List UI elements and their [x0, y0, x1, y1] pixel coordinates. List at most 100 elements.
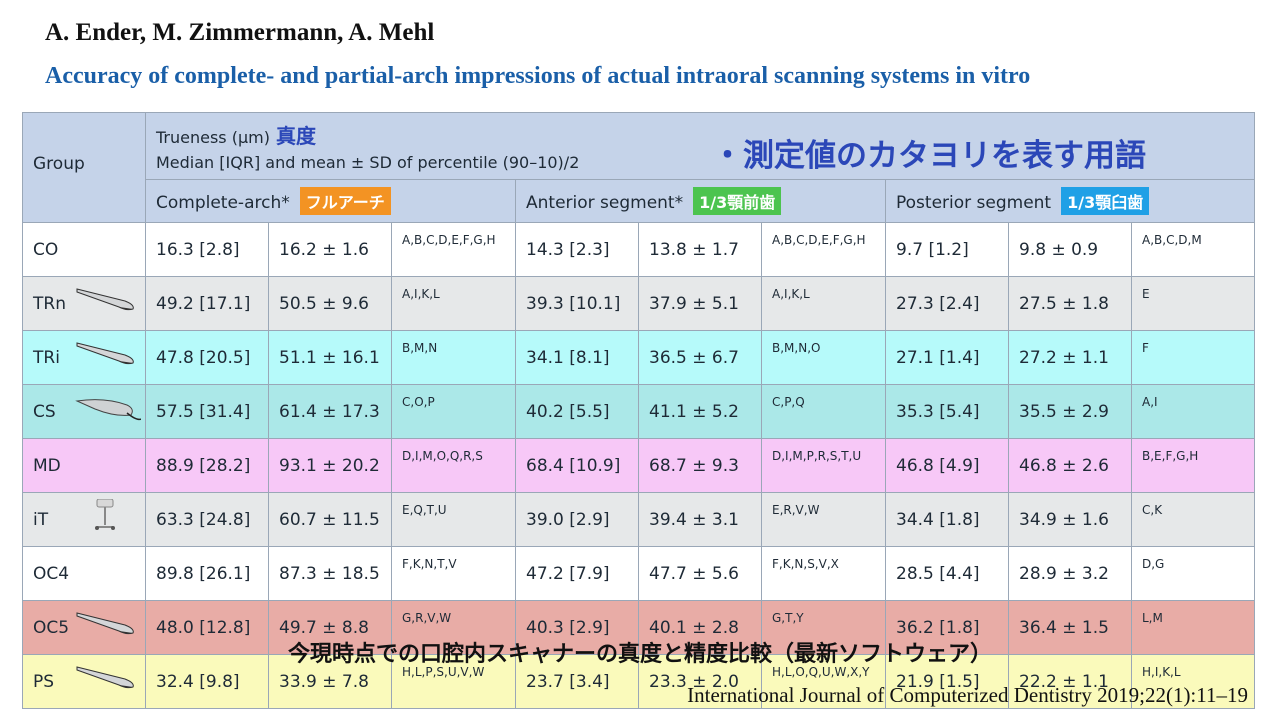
- header-row-1: Group Trueness (µm) 真度 Median [IQR] and m…: [22, 112, 1256, 223]
- complete-arch-tag: フルアーチ: [299, 187, 391, 215]
- c-let-cell: B,M,N: [391, 330, 516, 385]
- group-cell: OC4: [22, 546, 146, 601]
- c-med-cell: 63.3 [24.8]: [145, 492, 269, 547]
- a-med-cell: 40.3 [2.9]: [515, 600, 639, 655]
- table-row: OC5 48.0 [12.8] 49.7 ± 8.8 G,R,V,W 40.3 [2.9…: [22, 600, 1256, 655]
- p-mean-cell: 46.8 ± 2.6: [1008, 438, 1132, 493]
- c-let-cell: A,I,K,L: [391, 276, 516, 331]
- a-med-cell: 39.3 [10.1]: [515, 276, 639, 331]
- paper-title: Accuracy of complete- and partial-arch i…: [45, 63, 1031, 89]
- p-let-cell: D,G: [1130, 546, 1256, 601]
- p-mean-cell: 9.8 ± 0.9: [1008, 222, 1132, 277]
- a-let-cell: B,M,N,O: [761, 330, 886, 385]
- group-label: OC5: [33, 617, 70, 638]
- c-mean-cell: 49.7 ± 8.8: [268, 600, 392, 655]
- c-let-cell: C,O,P: [391, 384, 516, 439]
- authors: A. Ender, M. Zimmermann, A. Mehl: [45, 19, 435, 46]
- p-med-cell: 35.3 [5.4]: [885, 384, 1009, 439]
- a-med-cell: 68.4 [10.9]: [515, 438, 639, 493]
- c-med-cell: 16.3 [2.8]: [145, 222, 269, 277]
- group-label: OC4: [33, 563, 70, 584]
- table-row: MD 88.9 [28.2] 93.1 ± 20.2 D,I,M,O,Q,R,S 68.…: [22, 438, 1256, 493]
- trueness-table: Group Trueness (µm) 真度 Median [IQR] and m…: [22, 112, 1256, 709]
- p-med-cell: 9.7 [1.2]: [885, 222, 1009, 277]
- p-mean-cell: 27.2 ± 1.1: [1008, 330, 1132, 385]
- p-med-cell: 34.4 [1.8]: [885, 492, 1009, 547]
- p-let-cell: B,E,F,G,H: [1130, 438, 1256, 493]
- c-mean-cell: 50.5 ± 9.6: [268, 276, 392, 331]
- a-mean-cell: 39.4 ± 3.1: [638, 492, 762, 547]
- group-label: MD: [33, 455, 61, 476]
- p-let-cell: C,K: [1130, 492, 1256, 547]
- p-mean-cell: 35.5 ± 2.9: [1008, 384, 1132, 439]
- trueness-jp-label: 真度: [275, 124, 316, 148]
- p-med-cell: 27.3 [2.4]: [885, 276, 1009, 331]
- posterior-header: Posterior segment 1/3顎臼歯: [884, 179, 1256, 223]
- a-med-cell: 34.1 [8.1]: [515, 330, 639, 385]
- posterior-label: Posterior segment: [896, 193, 1052, 213]
- c-med-cell: 57.5 [31.4]: [145, 384, 269, 439]
- p-let-cell: H,I,K,L: [1130, 654, 1256, 709]
- group-label: iT: [33, 509, 49, 530]
- a-mean-cell: 13.8 ± 1.7: [638, 222, 762, 277]
- intraoral-scanner-icon: [76, 288, 134, 311]
- c-let-cell: G,R,V,W: [391, 600, 516, 655]
- anterior-label: Anterior segment*: [526, 193, 684, 213]
- a-mean-cell: 40.1 ± 2.8: [638, 600, 762, 655]
- intraoral-scanner-icon: [76, 612, 134, 635]
- p-mean-cell: 22.2 ± 1.1: [1008, 654, 1132, 709]
- a-let-cell: D,I,M,P,R,S,T,U: [761, 438, 886, 493]
- table-row: TRi 47.8 [20.5] 51.1 ± 16.1 B,M,N 34.1 [8.1]…: [22, 330, 1256, 385]
- c-mean-cell: 87.3 ± 18.5: [268, 546, 392, 601]
- a-let-cell: E,R,V,W: [761, 492, 886, 547]
- table-row: OC4 89.8 [26.1] 87.3 ± 18.5 F,K,N,T,V 47.2 […: [22, 546, 1256, 601]
- c-med-cell: 32.4 [9.8]: [145, 654, 269, 709]
- trueness-label: Trueness (µm): [156, 128, 270, 147]
- a-let-cell: F,K,N,S,V,X: [761, 546, 886, 601]
- group-label: CO: [33, 239, 59, 260]
- journal-citation: International Journal of Computerized De…: [687, 683, 1248, 707]
- group-cell: TRi: [22, 330, 146, 385]
- anterior-header: Anterior segment* 1/3顎前歯: [515, 179, 886, 223]
- c-mean-cell: 51.1 ± 16.1: [268, 330, 392, 385]
- p-mean-cell: 28.9 ± 3.2: [1008, 546, 1132, 601]
- a-med-cell: 39.0 [2.9]: [515, 492, 639, 547]
- group-label: CS: [33, 401, 56, 422]
- c-med-cell: 89.8 [26.1]: [145, 546, 269, 601]
- anterior-tag: 1/3顎前歯: [693, 187, 782, 215]
- a-let-cell: A,B,C,D,E,F,G,H: [761, 222, 886, 277]
- posterior-tag: 1/3顎臼歯: [1061, 187, 1150, 215]
- intraoral-scanner-icon: [75, 399, 141, 421]
- complete-arch-label: Complete-arch*: [156, 193, 290, 213]
- scanner-cart-icon: [95, 499, 115, 530]
- table-row: CO 16.3 [2.8] 16.2 ± 1.6 A,B,C,D,E,F,G,H 14.…: [22, 222, 1256, 277]
- intraoral-scanner-icon: [76, 342, 134, 365]
- bullet-note: ・測定値のカタヨリを表す用語: [712, 138, 1146, 174]
- c-med-cell: 48.0 [12.8]: [145, 600, 269, 655]
- c-mean-cell: 16.2 ± 1.6: [268, 222, 392, 277]
- group-label: PS: [33, 671, 55, 692]
- p-let-cell: A,I: [1130, 384, 1256, 439]
- a-mean-cell: 23.3 ± 2.0: [638, 654, 762, 709]
- a-let-cell: H,L,O,Q,U,W,X,Y: [761, 654, 886, 709]
- trueness-subtitle: Median [IQR] and mean ± SD of percentile…: [156, 153, 580, 172]
- a-mean-cell: 68.7 ± 9.3: [638, 438, 762, 493]
- group-cell: CO: [22, 222, 146, 277]
- trueness-header: Trueness (µm) 真度 Median [IQR] and mean ± …: [144, 112, 1256, 180]
- group-cell: OC5: [22, 600, 146, 655]
- a-med-cell: 14.3 [2.3]: [515, 222, 639, 277]
- table-row: iT 63.3 [24.8] 60.7 ± 11.5 E,Q,T,U 39.0 [2.9…: [22, 492, 1256, 547]
- a-let-cell: A,I,K,L: [761, 276, 886, 331]
- header-row-2: Complete-arch* フルアーチ Anterior segment* 1/3…: [23, 179, 1256, 223]
- c-let-cell: H,L,P,S,U,V,W: [391, 654, 516, 709]
- p-let-cell: E: [1130, 276, 1256, 331]
- intraoral-scanner-icon: [76, 666, 134, 689]
- p-mean-cell: 34.9 ± 1.6: [1008, 492, 1132, 547]
- a-let-cell: G,T,Y: [761, 600, 886, 655]
- p-med-cell: 28.5 [4.4]: [885, 546, 1009, 601]
- c-mean-cell: 93.1 ± 20.2: [268, 438, 392, 493]
- group-cell: iT: [22, 492, 146, 547]
- table-row: TRn 49.2 [17.1] 50.5 ± 9.6 A,I,K,L 39.3 [10.…: [22, 276, 1256, 331]
- a-mean-cell: 41.1 ± 5.2: [638, 384, 762, 439]
- group-header: Group: [22, 112, 146, 223]
